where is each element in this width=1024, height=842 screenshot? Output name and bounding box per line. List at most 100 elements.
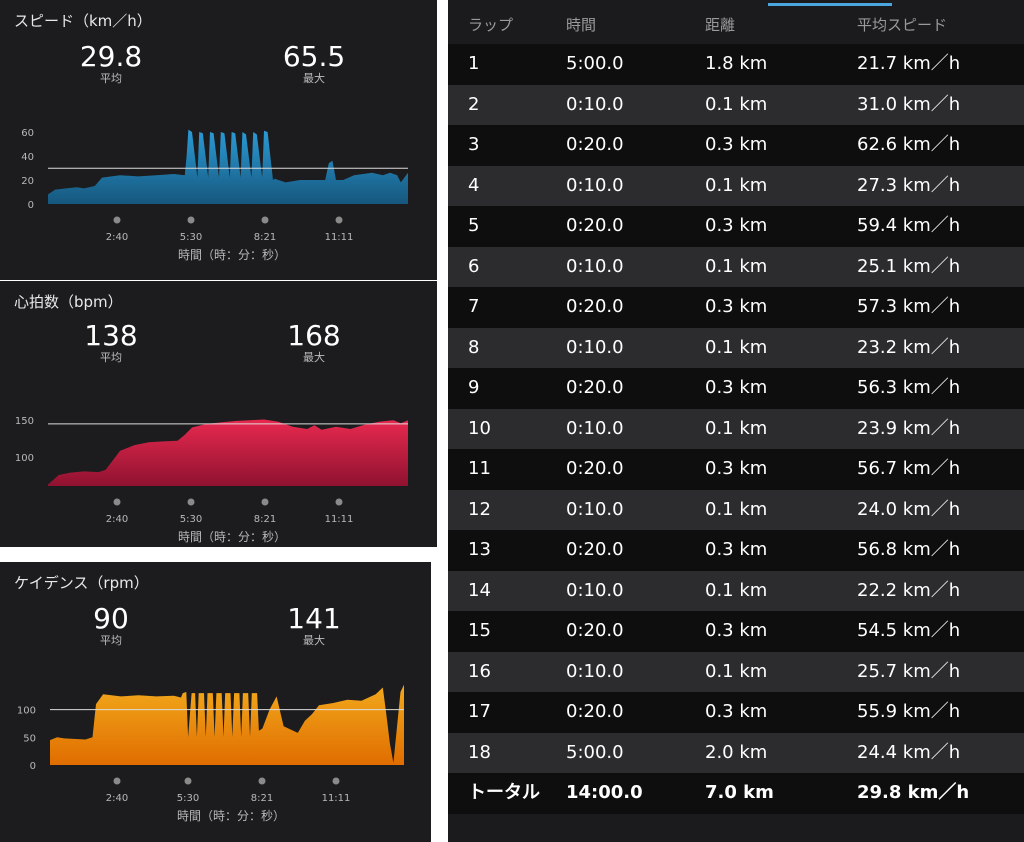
lap-row[interactable]: 10 0:10.0 0.1 km 23.9 km／h — [448, 408, 1024, 449]
lap-number: 14 — [468, 579, 491, 601]
lap-number: 10 — [468, 417, 491, 439]
lap-avg-speed: 23.2 km／h — [857, 336, 961, 358]
heart-x-tick-label: 11:11 — [325, 514, 354, 525]
speed-x-tick-dot — [261, 216, 269, 224]
speed-x-tick-label: 8:21 — [254, 232, 276, 243]
lap-total-row: トータル 14:00.0 7.0 km 29.8 km／h — [448, 773, 1024, 814]
lap-avg-speed: 59.4 km／h — [857, 215, 961, 236]
lap-number: 4 — [468, 174, 480, 196]
cadence-x-tick-dot — [184, 777, 192, 785]
lap-time: 0:20.0 — [566, 701, 624, 722]
lap-avg-speed: 22.2 km／h — [857, 579, 961, 601]
heart-avg: 138 平均 — [51, 319, 171, 365]
heart-title: 心拍数（bpm） — [14, 293, 123, 311]
header-lap: ラップ — [468, 16, 514, 34]
speed-avg: 29.8 平均 — [51, 42, 171, 86]
lap-number: 16 — [468, 660, 491, 682]
speed-chart: 60 40 20 0 2:40 5:30 8:21 11:11 時間（時：分：秒） — [21, 128, 408, 262]
heart-max: 168 最大 — [254, 321, 374, 365]
lap-distance: 0.1 km — [705, 174, 768, 196]
cadence-y-tick-label: 50 — [23, 733, 36, 744]
lap-distance: 0.3 km — [705, 377, 768, 398]
lap-distance: 0.1 km — [705, 660, 768, 682]
cadence-x-tick-label: 8:21 — [251, 793, 273, 804]
lap-number: 6 — [468, 255, 480, 277]
lap-time: 0:20.0 — [566, 215, 624, 236]
lap-row[interactable]: 2 0:10.0 0.1 km 31.0 km／h — [448, 84, 1024, 125]
lap-row[interactable]: 16 0:10.0 0.1 km 25.7 km／h — [448, 651, 1024, 692]
lap-row[interactable]: 11 0:20.0 0.3 km 56.7 km／h — [448, 449, 1024, 490]
heart-panel: 心拍数（bpm） 138 平均 168 最大 150 100 2:40 5:30 8:2… — [0, 281, 437, 547]
heart-x-tick-label: 8:21 — [254, 514, 276, 525]
lap-time: 0:20.0 — [566, 134, 624, 155]
lap-distance: 0.3 km — [705, 701, 768, 722]
lap-row[interactable]: 8 0:10.0 0.1 km 23.2 km／h — [448, 327, 1024, 368]
lap-row[interactable]: 18 5:00.0 2.0 km 24.4 km／h — [448, 732, 1024, 773]
speed-y-tick-label: 0 — [28, 200, 34, 211]
cadence-x-tick-label: 2:40 — [106, 793, 128, 804]
lap-row[interactable]: 14 0:10.0 0.1 km 22.2 km／h — [448, 570, 1024, 611]
lap-distance: 0.1 km — [705, 579, 768, 601]
lap-avg-speed: 25.7 km／h — [857, 660, 961, 682]
lap-row[interactable]: 1 5:00.0 1.8 km 21.7 km／h — [448, 44, 1024, 85]
lap-row[interactable]: 5 0:20.0 0.3 km 59.4 km／h — [448, 206, 1024, 247]
lap-row[interactable]: 17 0:20.0 0.3 km 55.9 km／h — [448, 692, 1024, 733]
total-label: トータル — [468, 782, 540, 803]
lap-time: 0:10.0 — [566, 174, 624, 196]
cadence-x-axis-label: 時間（時：分：秒） — [177, 809, 285, 823]
lap-distance: 0.3 km — [705, 296, 768, 317]
cadence-max: 141 最大 — [254, 602, 374, 648]
lap-time: 5:00.0 — [566, 741, 624, 763]
heart-y-tick-label: 100 — [15, 453, 34, 464]
cadence-avg-value: 90 — [93, 602, 129, 635]
lap-row[interactable]: 15 0:20.0 0.3 km 54.5 km／h — [448, 611, 1024, 652]
speed-avg-label: 平均 — [100, 72, 122, 85]
lap-time: 0:20.0 — [566, 458, 624, 479]
lap-number: 8 — [468, 336, 480, 358]
lap-time: 0:10.0 — [566, 579, 624, 601]
lap-avg-speed: 23.9 km／h — [857, 417, 961, 439]
cadence-avg: 90 平均 — [51, 602, 171, 648]
heart-avg-value: 138 — [84, 319, 138, 352]
lap-number: 12 — [468, 498, 491, 520]
lap-number: 17 — [468, 701, 491, 722]
lap-row[interactable]: 9 0:20.0 0.3 km 56.3 km／h — [448, 368, 1024, 409]
lap-row[interactable]: 6 0:10.0 0.1 km 25.1 km／h — [448, 246, 1024, 287]
heart-x-tick-dot — [261, 498, 269, 506]
heart-x-axis-label: 時間（時：分：秒） — [178, 530, 286, 544]
lap-time: 0:20.0 — [566, 377, 624, 398]
lap-number: 3 — [468, 134, 480, 155]
lap-distance: 0.1 km — [705, 336, 768, 358]
cadence-x-tick-label: 11:11 — [322, 793, 351, 804]
lap-avg-speed: 56.7 km／h — [857, 458, 961, 479]
cadence-max-label: 最大 — [303, 634, 325, 647]
cadence-max-value: 141 — [287, 602, 341, 635]
lap-row[interactable]: 4 0:10.0 0.1 km 27.3 km／h — [448, 165, 1024, 206]
heart-chart: 150 100 2:40 5:30 8:21 11:11 時間（時：分：秒） — [15, 416, 408, 544]
heart-x-tick-dot — [113, 498, 121, 506]
heart-y-tick-label: 150 — [15, 416, 34, 427]
lap-avg-speed: 27.3 km／h — [857, 174, 961, 196]
lap-distance: 0.3 km — [705, 458, 768, 479]
lap-distance: 0.1 km — [705, 498, 768, 520]
lap-time: 0:20.0 — [566, 620, 624, 641]
header-distance: 距離 — [705, 16, 736, 34]
lap-row[interactable]: 12 0:10.0 0.1 km 24.0 km／h — [448, 489, 1024, 530]
lap-number: 18 — [468, 741, 491, 763]
heart-area-series — [48, 419, 408, 486]
lap-number: 15 — [468, 620, 491, 641]
lap-row[interactable]: 13 0:20.0 0.3 km 56.8 km／h — [448, 530, 1024, 571]
lap-row[interactable]: 7 0:20.0 0.3 km 57.3 km／h — [448, 287, 1024, 328]
speed-max-label: 最大 — [303, 72, 325, 85]
active-tab-indicator — [768, 3, 892, 6]
lap-avg-speed: 54.5 km／h — [857, 620, 961, 641]
cadence-area-series — [50, 684, 404, 765]
cadence-y-tick-label: 0 — [30, 761, 36, 772]
lap-time: 0:10.0 — [566, 336, 624, 358]
lap-avg-speed: 57.3 km／h — [857, 296, 961, 317]
total-avg-speed: 29.8 km／h — [857, 782, 970, 803]
lap-avg-speed: 24.4 km／h — [857, 741, 961, 763]
cadence-x-tick-label: 5:30 — [177, 793, 199, 804]
lap-time: 0:10.0 — [566, 498, 624, 520]
lap-row[interactable]: 3 0:20.0 0.3 km 62.6 km／h — [448, 125, 1024, 166]
